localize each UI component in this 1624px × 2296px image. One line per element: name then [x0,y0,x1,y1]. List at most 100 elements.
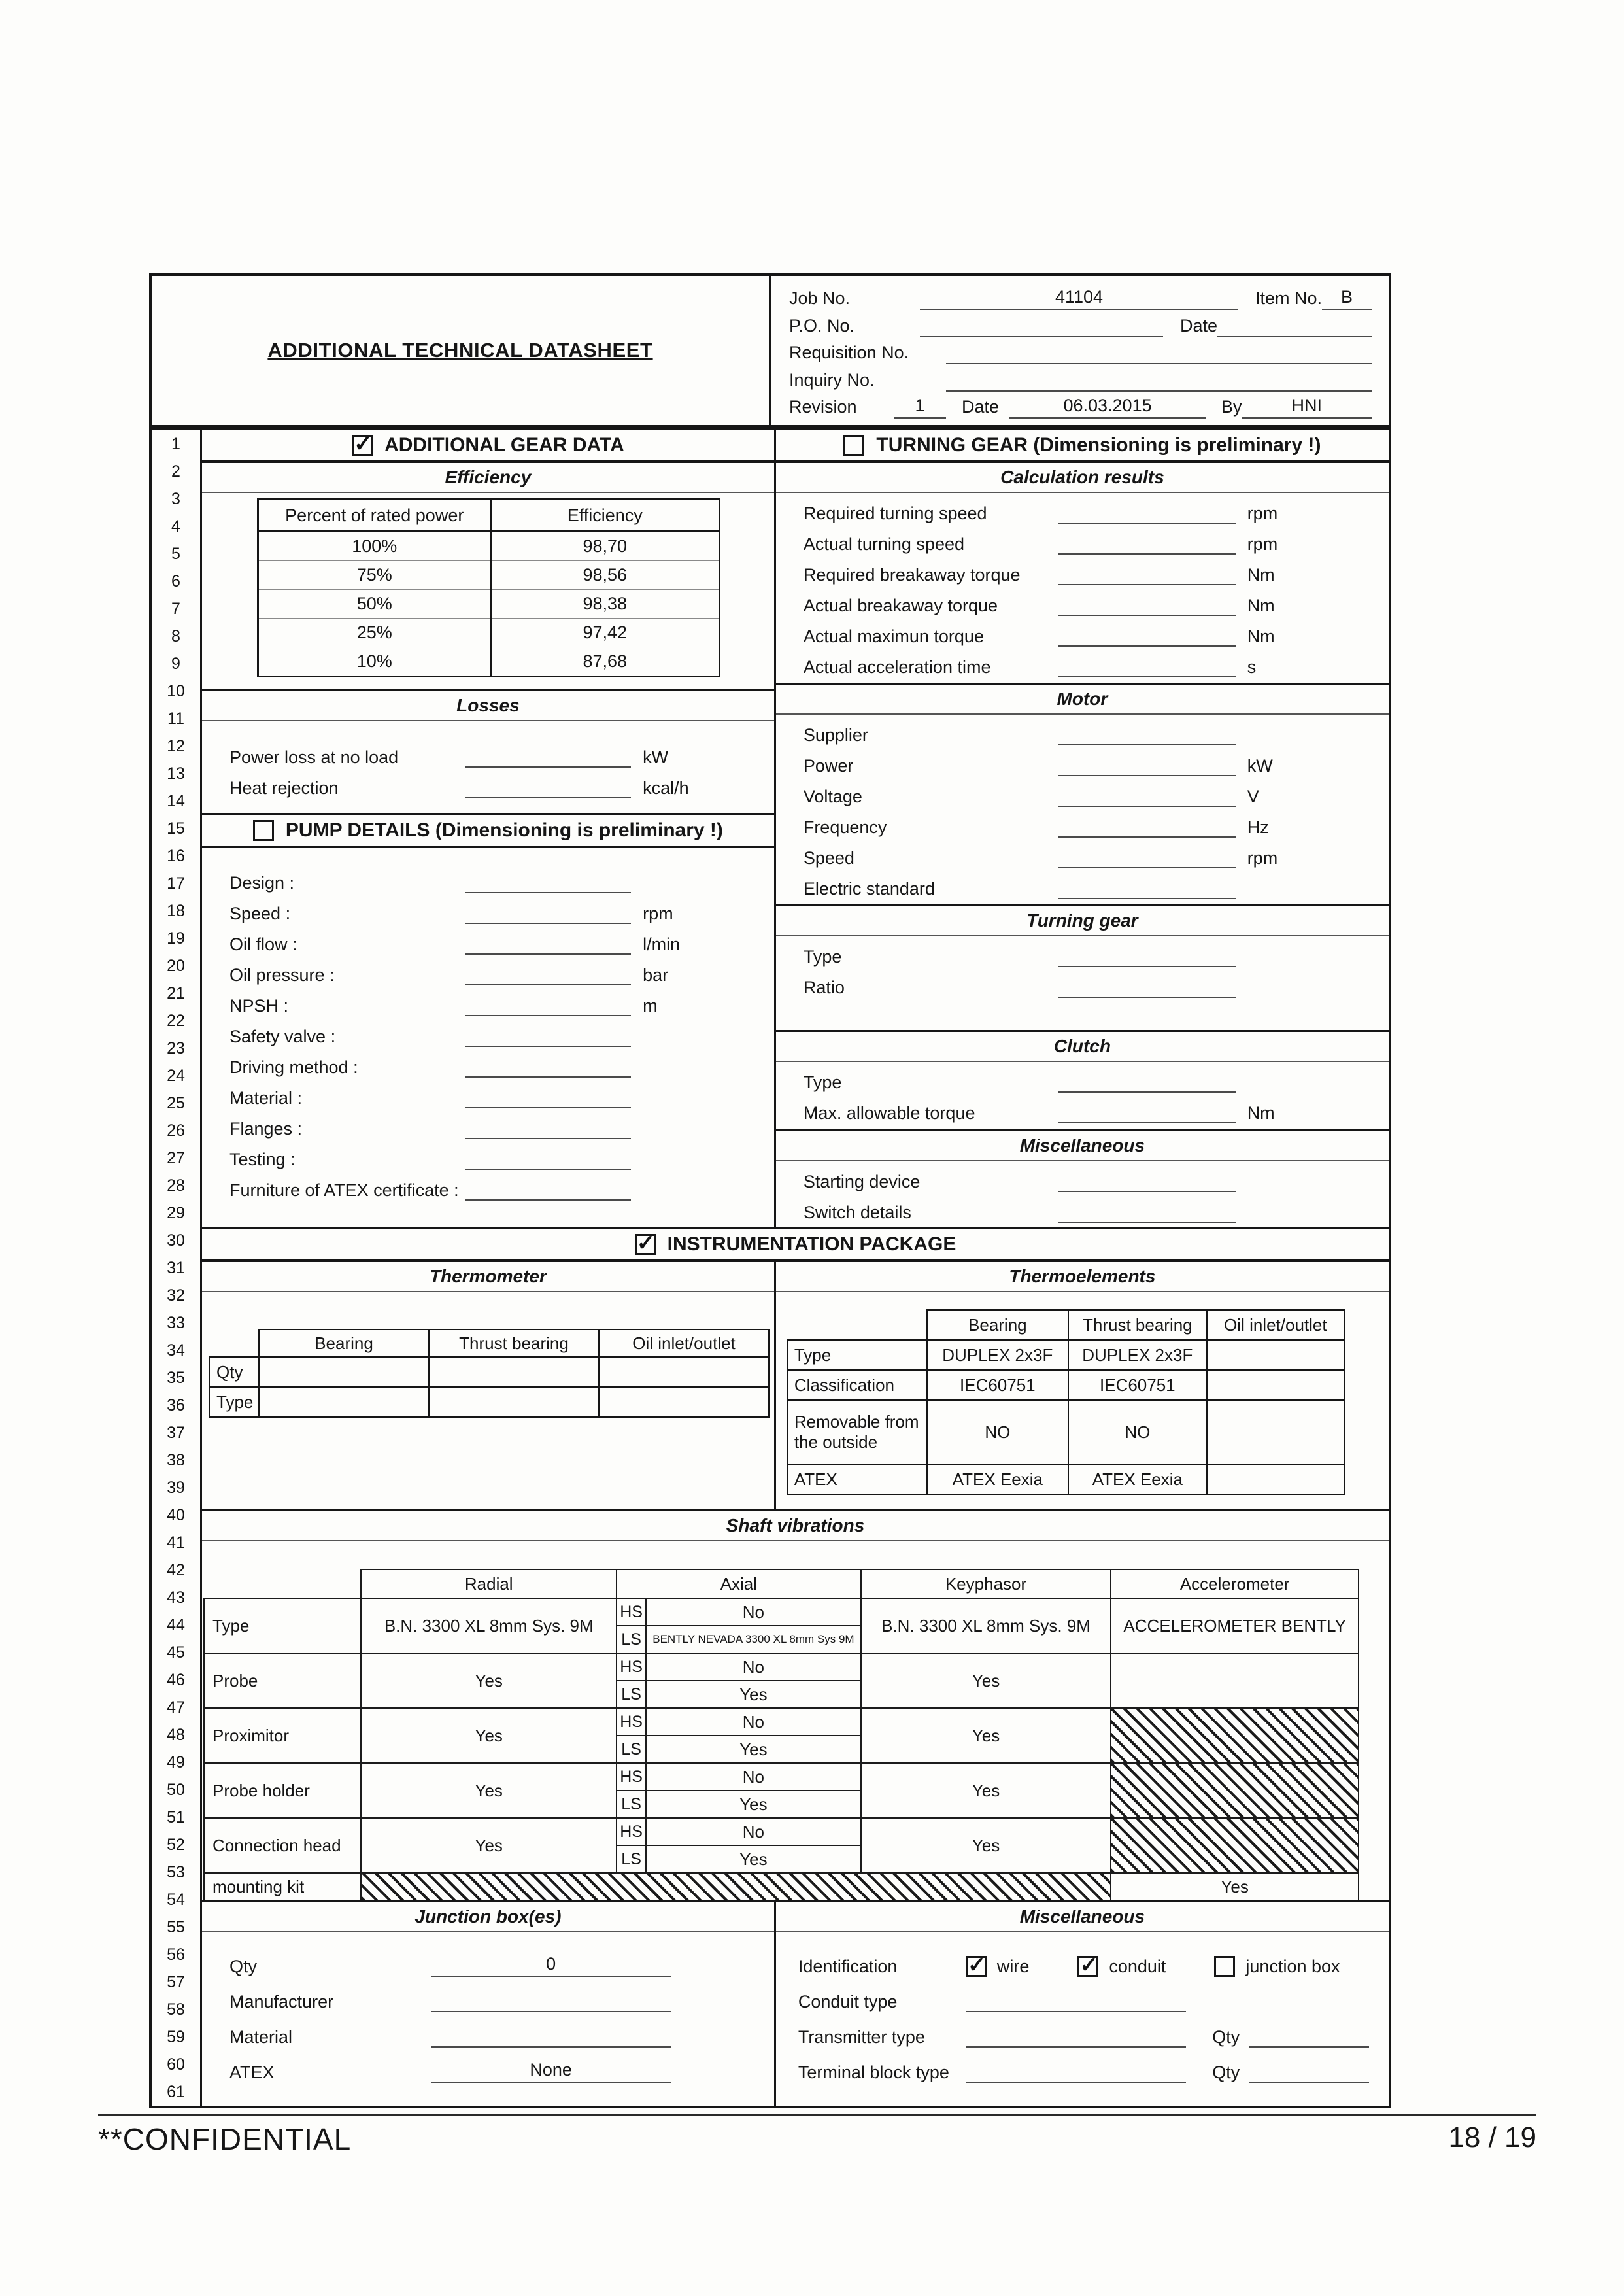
thermometer-table-wrap: Bearing Thrust bearing Oil inlet/outlet Qty… [202,1292,774,1418]
keyphasor-cell: Yes [860,1653,1112,1709]
table-cell [428,1386,600,1418]
mounting-kit-row: mounting kit Yes [203,1872,1359,1901]
field-label: Frequency [803,817,887,837]
table-row: Qty [209,1356,770,1388]
revision-label: Revision [789,397,857,417]
row-number: 54 [167,1890,185,1909]
column-header: Oil inlet/outlet [1206,1309,1345,1341]
header-fields: Job No. 41104 Item No. B P.O. No. Date R… [769,276,1389,425]
row-label: Connection head [203,1817,362,1874]
row-number: 47 [167,1698,185,1717]
field-blank-line [465,903,632,924]
row-label: Type [786,1339,928,1371]
row-number: 3 [171,489,180,508]
table-cell: ATEX Eexia [926,1464,1069,1495]
row-number: 17 [167,874,185,893]
field-blank-line [1057,657,1236,677]
field-label: Power loss at no load [229,747,399,767]
row-number: 21 [167,984,185,1002]
table-cell [1206,1339,1345,1371]
row-label: Proximitor [203,1707,362,1764]
field-blank-line [1057,755,1236,776]
identification-row: Identification wire conduit junction box [776,1944,1389,1979]
row-label: Probe [203,1653,362,1709]
by-value: HNI [1242,396,1372,419]
row-number: 10 [167,681,185,700]
checkbox-label: junction box [1245,1957,1340,1976]
field-label: Oil pressure : [229,965,335,985]
hatched-cell [360,1872,1112,1901]
field-label: Testing : [229,1150,296,1169]
shaft-vibrations-table: Radial Axial Keyphasor Accelerometer Type B.N… [203,1569,1359,1901]
field-unit: Nm [1247,1103,1275,1123]
losses-fields: Power loss at no load kW Heat rejection kca… [202,721,774,813]
accelerometer-cell [1110,1653,1359,1709]
table-cell: 50% [257,589,492,619]
row-number: 38 [167,1450,185,1469]
accelerometer-cell [1110,1707,1359,1764]
axial-ls-cell: Yes [645,1680,862,1709]
axial-ls-cell: Yes [645,1845,862,1874]
row-number: 58 [167,2000,185,2019]
row-number: 56 [167,1945,185,1964]
field-unit: rpm [643,904,673,923]
table-cell: IEC60751 [926,1369,1069,1401]
conduit-type-row: Conduit type [776,1979,1389,2015]
table-row: 100% 98,70 [257,531,720,561]
field-row: Electric standard [776,872,1389,903]
identification-label: Identification [798,1957,898,1976]
field-row: Design : [202,866,774,897]
table-subrow: LS BENTLY NEVADA 3300 XL 8mm Sys 9M [204,1625,1359,1654]
ls-tag: LS [616,1625,647,1654]
checkbox-icon [634,1230,656,1256]
field-unit: rpm [1247,848,1278,868]
column-header: Accelerometer [1110,1569,1359,1599]
row-number: 60 [167,2055,185,2074]
conduit-type-blank-line [965,1991,1187,2012]
field-row: Ratio [776,971,1389,1002]
field-row: Power kW [776,749,1389,780]
table-cell: NO [926,1399,1069,1465]
field-unit: Hz [1247,817,1269,837]
row-number: 28 [167,1176,185,1195]
row-number-column: 1 2 3 4 5 6 7 8 9 10 11 12 13 14 15 16 17 18 19 20 21 22 23 24 2… [152,430,202,2106]
field-row: Testing : [202,1143,774,1174]
row-label: Qty [209,1356,260,1388]
header-row-requisition: Requisition No. [789,338,1372,364]
row-number: 9 [171,654,180,673]
misc-column: Miscellaneous Identification wire conduit… [773,1902,1389,2106]
field-blank-line [1057,946,1236,967]
row-number: 5 [171,544,180,563]
field-label: Voltage [803,786,862,806]
field-row: Max. allowable torque Nm [776,1097,1389,1127]
table-row: 25% 97,42 [257,618,720,647]
field-row: Flanges : [202,1112,774,1143]
field-unit: kW [643,747,669,767]
ls-tag: LS [616,1790,647,1819]
confidential-text: **CONFIDENTIAL [98,2122,352,2156]
row-number: 12 [167,736,185,755]
column-header: Efficiency [490,498,720,532]
checkbox-icon [352,431,373,457]
rev-date-value: 06.03.2015 [1009,396,1206,419]
accelerometer-cell [1110,1817,1359,1874]
row-number: 32 [167,1286,185,1305]
row-number: 48 [167,1725,185,1744]
field-label: Supplier [803,725,868,745]
field-row: Speed rpm [776,842,1389,872]
qty-blank-line [1249,2027,1369,2048]
field-row: Required breakaway torque Nm [776,558,1389,589]
table-cell: DUPLEX 2x3F [926,1339,1069,1371]
subsection-title-junction-boxes: Junction box(es) [202,1902,774,1932]
row-number: 53 [167,1862,185,1881]
item-no-label: Item No. [1255,288,1322,308]
table-cell: 25% [257,618,492,647]
empty-header-cell [204,1569,361,1598]
row-number: 15 [167,819,185,838]
table-cell [1206,1399,1345,1465]
by-label: By [1221,397,1242,417]
field-label: ATEX [229,2063,275,2082]
checkbox-group: conduit [1077,1952,1166,1978]
accelerometer-cell: ACCELEROMETER BENTLY [1110,1598,1359,1654]
table-cell: 97,42 [490,618,720,647]
